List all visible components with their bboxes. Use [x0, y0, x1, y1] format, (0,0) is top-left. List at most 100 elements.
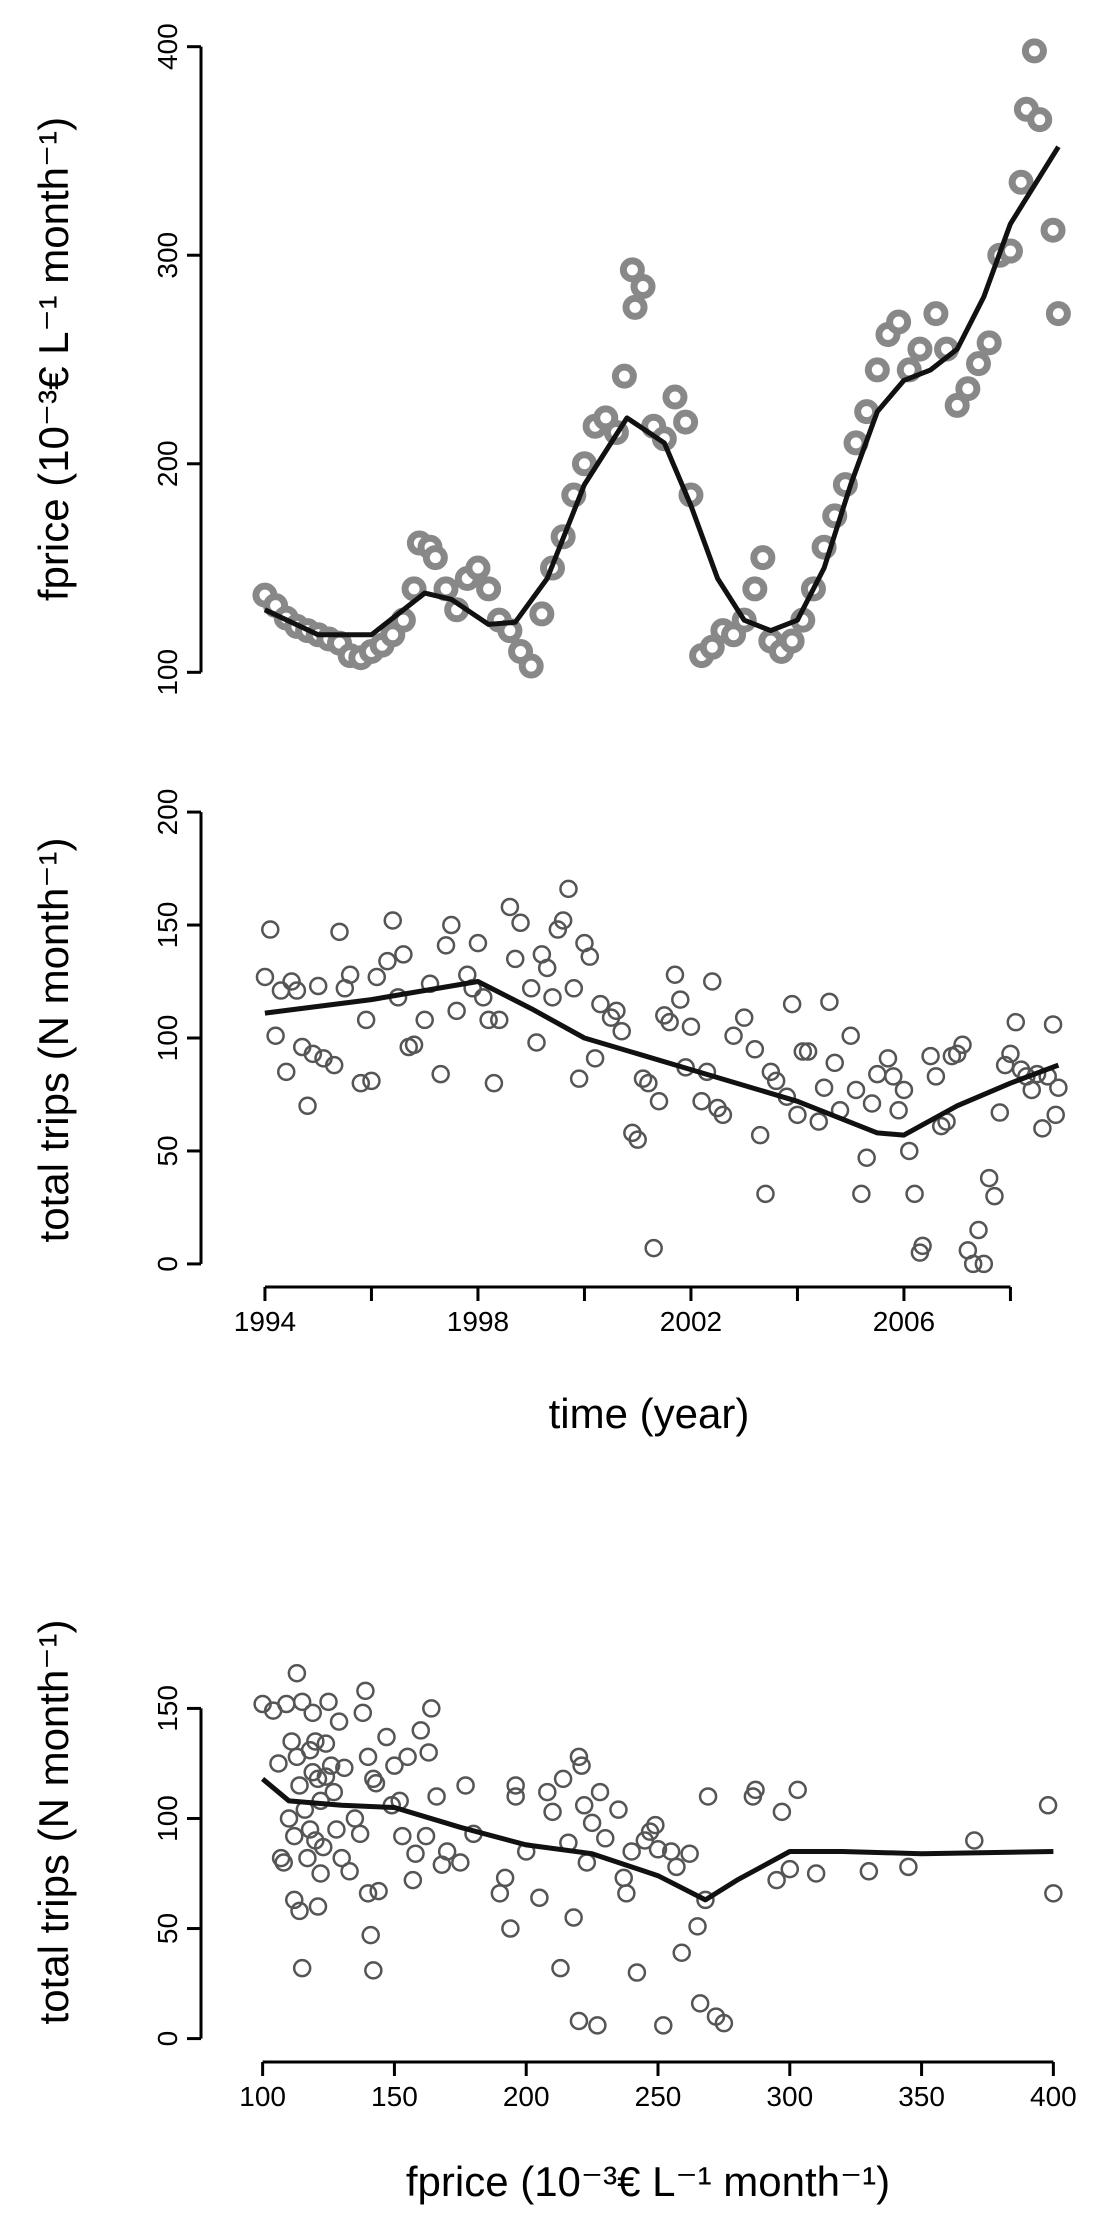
data-point [654, 2016, 673, 2035]
data-point [377, 1727, 396, 1747]
y-tick-label: 300 [152, 232, 183, 279]
data-point [746, 1780, 765, 1800]
y-tick-label: 100 [152, 1795, 183, 1842]
data-point [859, 1862, 879, 1881]
data-point [468, 933, 488, 953]
data-point [681, 1017, 701, 1036]
data-point [358, 1747, 378, 1767]
data-point [660, 1012, 679, 1032]
data-point [633, 1069, 653, 1088]
data-point [505, 949, 525, 969]
data-point [385, 1756, 404, 1775]
smooth-line [264, 979, 1060, 1138]
data-point [569, 1069, 589, 1088]
data-point [820, 992, 839, 1012]
data-point [648, 1840, 668, 1859]
data-point [767, 1870, 786, 1890]
data-point [416, 1826, 436, 1846]
data-point [330, 922, 349, 942]
data-point [321, 1756, 341, 1775]
data-point [590, 1782, 610, 1802]
data-point [553, 911, 573, 930]
data-point [415, 1010, 434, 1030]
data-point [277, 1694, 296, 1714]
x-tick-label: 2006 [873, 1306, 935, 1337]
data-point [639, 1073, 658, 1093]
y-tick-label: 400 [152, 23, 183, 70]
y-tick-label: 50 [152, 1913, 183, 1944]
data-point [1001, 1044, 1020, 1064]
data-point [571, 451, 597, 477]
data-point [714, 2013, 734, 2033]
data-point [985, 1186, 1004, 1206]
data-point [742, 576, 768, 602]
data-point [501, 1919, 520, 1938]
data-point [734, 1008, 754, 1027]
data-point [366, 1774, 386, 1793]
data-point [588, 2016, 607, 2035]
data-point [690, 1994, 710, 2013]
data-point [905, 1184, 924, 1204]
data-point [699, 634, 725, 660]
data-point [862, 1094, 882, 1113]
data-point [303, 1703, 322, 1723]
x-axis-title: time (year) [549, 1390, 750, 1437]
data-point [495, 1868, 515, 1888]
data-point [518, 653, 544, 679]
y-tick-label: 50 [152, 1135, 183, 1166]
data-point [327, 1820, 346, 1839]
data-point [442, 915, 461, 935]
data-point [319, 1692, 338, 1712]
data-point [364, 1961, 383, 1980]
data-point [529, 601, 555, 627]
data-point [671, 990, 690, 1009]
data-point [619, 257, 645, 283]
data-point [878, 1049, 898, 1068]
data-point [926, 1067, 946, 1086]
data-point [437, 1842, 457, 1861]
data-point [300, 1820, 320, 1839]
data-point [358, 1884, 378, 1903]
data-point [559, 879, 578, 899]
data-point [622, 1842, 641, 1861]
x-tick-label: 300 [766, 2081, 813, 2112]
data-point [465, 555, 491, 581]
data-point [825, 1053, 844, 1073]
data-point [1033, 1119, 1052, 1138]
data-point [353, 1703, 373, 1723]
y-axis-title: total trips (N month⁻¹) [30, 1620, 77, 2025]
data-point [622, 294, 648, 320]
data-point [393, 1826, 412, 1846]
smooth-line [260, 1776, 1054, 1903]
data-point [548, 920, 568, 939]
data-point [285, 1890, 304, 1910]
data-point [476, 576, 502, 602]
data-point [1006, 1012, 1026, 1032]
data-point [582, 1813, 602, 1833]
data-point [979, 1168, 999, 1188]
x-tick-label: 1998 [447, 1306, 509, 1337]
data-point [314, 1837, 333, 1857]
data-point [713, 1105, 733, 1125]
data-point [798, 1042, 818, 1061]
data-point [931, 1116, 951, 1136]
data-point [431, 1064, 450, 1084]
data-point [966, 351, 991, 377]
data-point [316, 1734, 336, 1753]
data-point [662, 384, 688, 410]
data-point [780, 1859, 800, 1879]
data-point [899, 1857, 918, 1877]
data-point [750, 545, 776, 571]
data-point [303, 1044, 323, 1064]
data-point [1046, 1105, 1065, 1125]
data-point [351, 1073, 371, 1093]
data-point [456, 1776, 475, 1795]
data-point [672, 1943, 691, 1962]
data-point [537, 958, 557, 978]
data-point [692, 1092, 711, 1111]
smooth-line [263, 145, 1061, 638]
data-point [269, 1754, 288, 1773]
y-tick-label: 0 [152, 2031, 183, 2047]
data-point [287, 1663, 307, 1683]
x-tick-label: 200 [503, 2081, 550, 2112]
